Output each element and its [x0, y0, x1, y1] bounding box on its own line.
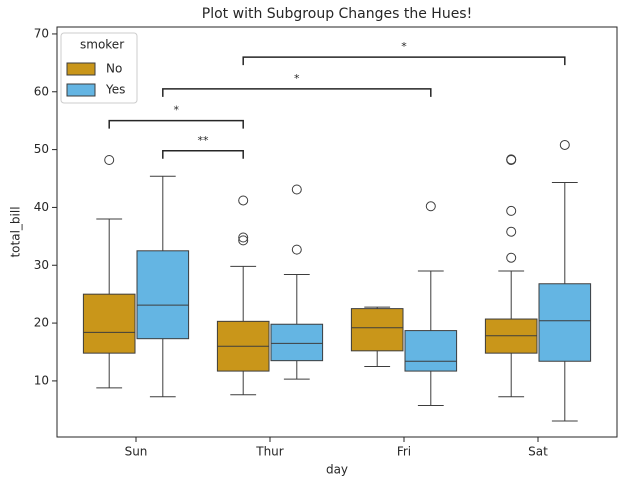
outlier [506, 226, 517, 237]
x-tick-label: Sun [125, 445, 148, 459]
y-axis-label: total_bill [9, 206, 23, 257]
box [538, 283, 592, 362]
x-axis-label: day [326, 463, 348, 477]
outlier [291, 184, 302, 195]
box [82, 293, 136, 354]
legend-swatch [66, 83, 96, 97]
bracket [242, 56, 566, 66]
bracket [162, 88, 432, 97]
y-tick-label: 70 [34, 26, 49, 40]
annotation: ** [198, 134, 210, 147]
legend-label: Yes [105, 83, 125, 97]
bracket [108, 119, 244, 129]
y-tick-label: 20 [34, 316, 49, 330]
annotation: * [173, 104, 179, 117]
x-tick-label: Thur [255, 445, 284, 459]
annotation: * [401, 40, 407, 53]
legend-label: No [106, 62, 122, 76]
legend-swatch [66, 62, 96, 76]
outlier [425, 201, 436, 212]
box [350, 308, 404, 352]
outlier [238, 195, 249, 206]
x-tick-label: Fri [397, 445, 411, 459]
x-tick-label: Sat [528, 445, 548, 459]
box [136, 250, 190, 340]
frame [56, 26, 618, 438]
outlier [238, 232, 249, 243]
outlier [291, 244, 302, 255]
bracket [162, 150, 244, 159]
annotation: * [294, 72, 300, 85]
box [270, 323, 324, 362]
y-tick-label: 30 [34, 258, 49, 272]
y-tick-label: 10 [34, 373, 49, 387]
outlier [506, 154, 517, 165]
y-tick-label: 40 [34, 200, 49, 214]
outlier [506, 205, 517, 216]
y-tick-label: 60 [34, 84, 49, 98]
outlier [104, 155, 115, 166]
outlier [506, 252, 517, 263]
outlier [238, 235, 249, 246]
outlier [559, 139, 570, 150]
chart-title: Plot with Subgroup Changes the Hues! [202, 6, 472, 22]
y-tick-label: 50 [34, 142, 49, 156]
box [404, 330, 458, 372]
legend-title: smoker [80, 38, 124, 52]
